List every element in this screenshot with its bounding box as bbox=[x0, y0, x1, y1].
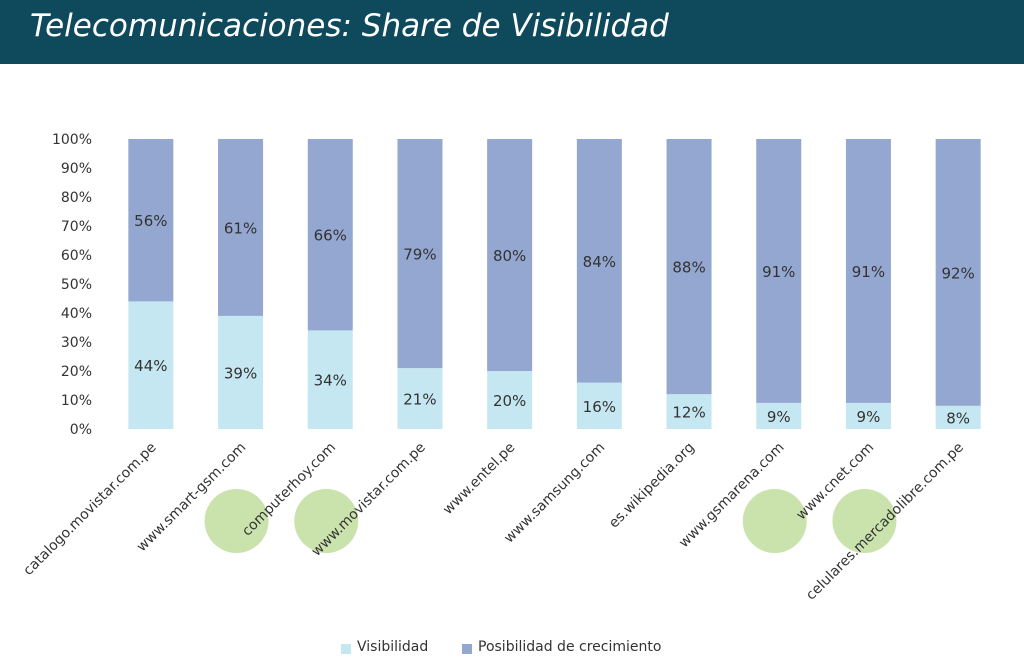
y-tick-label: 30% bbox=[61, 335, 92, 351]
data-label-crecimiento: 61% bbox=[224, 219, 257, 237]
bar-visibilidad bbox=[756, 402, 802, 429]
data-label-crecimiento: 66% bbox=[314, 227, 347, 245]
data-label-visibilidad: 20% bbox=[493, 392, 526, 410]
bar-visibilidad bbox=[666, 394, 712, 429]
data-label-visibilidad: 12% bbox=[672, 404, 705, 422]
legend: Visibilidad Posibilidad de crecimiento bbox=[0, 638, 1024, 660]
bar-visibilidad bbox=[845, 402, 891, 429]
data-label-crecimiento: 91% bbox=[852, 263, 885, 281]
y-tick-label: 70% bbox=[61, 219, 92, 235]
title-banner: Telecomunicaciones: Share de Visibilidad bbox=[0, 0, 1024, 64]
bar-visibilidad bbox=[935, 405, 981, 429]
y-tick-label: 90% bbox=[61, 161, 92, 177]
data-label-visibilidad: 16% bbox=[583, 398, 616, 416]
y-tick-label: 0% bbox=[70, 422, 92, 438]
category-highlight-circle bbox=[204, 489, 269, 553]
category-highlight-circle bbox=[832, 489, 897, 553]
legend-label-visibilidad: Visibilidad bbox=[357, 639, 429, 655]
legend-swatch-crecimiento bbox=[462, 644, 472, 654]
x-tick-label: www.entel.pe bbox=[440, 440, 518, 518]
bar-crecimiento bbox=[487, 139, 533, 371]
bar-crecimiento bbox=[756, 139, 802, 403]
y-tick-label: 40% bbox=[61, 306, 92, 322]
data-label-visibilidad: 21% bbox=[403, 391, 436, 409]
bar-visibilidad bbox=[128, 301, 174, 429]
data-label-crecimiento: 88% bbox=[672, 259, 705, 277]
y-tick-label: 60% bbox=[61, 248, 92, 264]
bar-visibilidad bbox=[307, 330, 353, 429]
bar-crecimiento bbox=[307, 139, 353, 331]
data-label-crecimiento: 56% bbox=[134, 212, 167, 230]
x-tick-label: catalogo.movistar.com.pe bbox=[20, 440, 159, 579]
x-tick-label: celulares.mercadolibre.com.pe bbox=[803, 440, 967, 604]
y-tick-label: 80% bbox=[61, 190, 92, 206]
data-label-crecimiento: 80% bbox=[493, 247, 526, 265]
y-tick-label: 50% bbox=[61, 277, 92, 293]
bar-crecimiento bbox=[128, 139, 174, 302]
x-tick-label: www.samsung.com bbox=[501, 440, 608, 547]
y-tick-label: 10% bbox=[61, 393, 92, 409]
page-title: Telecomunicaciones: Share de Visibilidad bbox=[30, 8, 669, 44]
stacked-bar-chart: 0% 10% 20% 30% 40% 50% 60% 70% 80% 90% 100% 44% 56% c… bbox=[20, 132, 981, 604]
bar-crecimiento bbox=[935, 139, 981, 406]
bar-crecimiento bbox=[666, 139, 712, 395]
data-label-crecimiento: 92% bbox=[941, 264, 974, 282]
bar-crecimiento bbox=[845, 139, 891, 403]
y-tick-label: 100% bbox=[52, 132, 92, 148]
data-label-visibilidad: 44% bbox=[134, 357, 167, 375]
bar-crecimiento bbox=[576, 139, 622, 383]
data-label-crecimiento: 79% bbox=[403, 246, 436, 264]
bar-crecimiento bbox=[397, 139, 443, 369]
data-label-visibilidad: 8% bbox=[946, 409, 970, 427]
y-tick-label: 20% bbox=[61, 364, 92, 380]
x-tick-label: es.wikipedia.org bbox=[606, 440, 698, 532]
legend-label-crecimiento: Posibilidad de crecimiento bbox=[478, 639, 662, 655]
bar-visibilidad bbox=[218, 315, 264, 429]
data-label-crecimiento: 91% bbox=[762, 263, 795, 281]
bar-visibilidad bbox=[397, 368, 443, 429]
category-highlight-circle bbox=[294, 489, 359, 553]
bar-crecimiento bbox=[218, 139, 264, 316]
legend-swatch-visibilidad bbox=[341, 644, 351, 654]
data-label-crecimiento: 84% bbox=[583, 253, 616, 271]
bar-visibilidad bbox=[487, 371, 533, 429]
category-highlight-circle bbox=[742, 489, 807, 553]
data-label-visibilidad: 34% bbox=[314, 372, 347, 390]
bar-visibilidad bbox=[576, 382, 622, 429]
data-label-visibilidad: 9% bbox=[767, 408, 791, 426]
data-label-visibilidad: 39% bbox=[224, 364, 257, 382]
data-label-visibilidad: 9% bbox=[857, 408, 881, 426]
